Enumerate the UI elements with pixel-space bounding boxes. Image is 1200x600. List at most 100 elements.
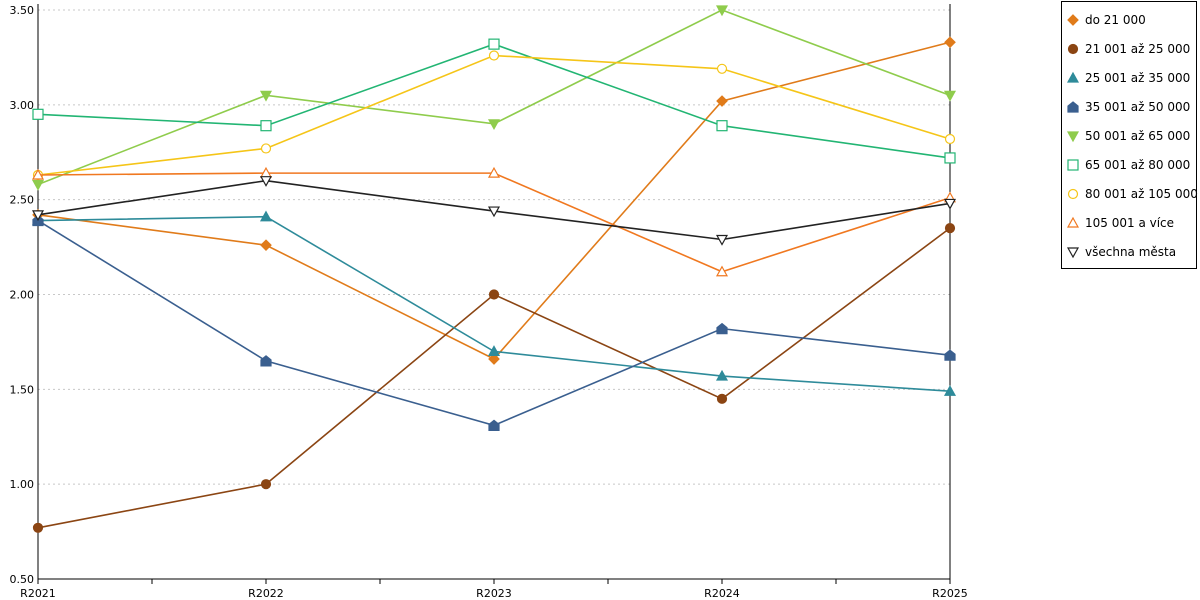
legend-item: 50 001 až 65 000 bbox=[1066, 126, 1190, 146]
marker-triangle-up bbox=[715, 265, 729, 277]
marker-triangle-down bbox=[259, 90, 273, 102]
legend-item: 25 001 až 35 000 bbox=[1066, 68, 1190, 88]
legend-marker-icon bbox=[1067, 14, 1079, 26]
marker-diamond bbox=[944, 36, 956, 49]
legend-item: do 21 000 bbox=[1066, 10, 1146, 30]
series-7 bbox=[32, 50, 956, 181]
marker-triangle-down bbox=[487, 206, 501, 218]
marker-triangle-up bbox=[1066, 71, 1080, 83]
series-line bbox=[37, 219, 951, 427]
marker-circle bbox=[488, 50, 500, 61]
legend-marker-icon bbox=[1067, 101, 1079, 113]
marker-triangle-down bbox=[31, 210, 45, 222]
marker-triangle-down bbox=[487, 119, 501, 131]
marker-triangle-down bbox=[1066, 131, 1080, 143]
marker-square bbox=[1067, 159, 1079, 171]
marker-triangle-up bbox=[487, 345, 501, 356]
x-tick-label: R2023 bbox=[476, 587, 512, 600]
legend-item: 65 001 až 80 000 bbox=[1066, 155, 1190, 175]
legend-label: 105 001 a více bbox=[1085, 216, 1175, 230]
legend-item: všechna města bbox=[1066, 242, 1176, 262]
marker-diamond bbox=[716, 95, 728, 107]
legend-item: 80 001 až 105 000 bbox=[1066, 184, 1198, 204]
legend-label: 21 001 až 25 000 bbox=[1085, 42, 1191, 56]
marker-circle bbox=[1067, 188, 1079, 200]
marker-diamond bbox=[1067, 14, 1079, 26]
marker-triangle-down bbox=[31, 179, 45, 191]
marker-triangle-down bbox=[715, 234, 729, 246]
y-tick-label: 1.00 bbox=[10, 478, 35, 491]
legend-marker-icon bbox=[1067, 43, 1079, 55]
marker-square bbox=[260, 120, 272, 132]
marker-square bbox=[944, 152, 956, 164]
marker-square bbox=[32, 108, 44, 120]
x-tick-label: R2024 bbox=[704, 587, 740, 600]
marker-pentagon bbox=[488, 419, 500, 431]
marker-triangle-down bbox=[1066, 247, 1080, 259]
legend-label: 80 001 až 105 000 bbox=[1085, 187, 1198, 201]
chart-legend: do 21 000 21 001 až 25 000 25 001 až 35 00… bbox=[1061, 1, 1198, 269]
marker-pentagon bbox=[1067, 101, 1079, 113]
series-9 bbox=[31, 176, 957, 246]
marker-circle bbox=[716, 63, 728, 74]
marker-circle bbox=[260, 479, 272, 490]
series-5 bbox=[31, 5, 957, 191]
legend-label: 25 001 až 35 000 bbox=[1085, 71, 1191, 85]
legend-label: do 21 000 bbox=[1085, 13, 1146, 27]
marker-triangle-up bbox=[259, 210, 273, 222]
series-line bbox=[37, 41, 951, 360]
marker-triangle-up bbox=[487, 166, 501, 178]
marker-triangle-down bbox=[259, 176, 273, 187]
series-6 bbox=[32, 38, 956, 164]
legend-marker-icon bbox=[1066, 247, 1080, 259]
legend-marker-icon bbox=[1066, 131, 1080, 143]
legend-label: všechna města bbox=[1085, 245, 1177, 259]
y-tick-label: 3.50 bbox=[10, 4, 35, 17]
marker-triangle-down bbox=[715, 5, 729, 17]
x-tick-label: R2022 bbox=[248, 587, 284, 600]
marker-square bbox=[716, 120, 728, 132]
marker-triangle-up bbox=[943, 384, 957, 396]
legend-item: 35 001 až 50 000 bbox=[1066, 97, 1190, 117]
series-line bbox=[37, 43, 951, 159]
y-tick-label: 2.50 bbox=[10, 194, 35, 207]
marker-pentagon bbox=[716, 322, 728, 335]
marker-triangle-up bbox=[715, 369, 729, 381]
legend-marker-icon bbox=[1067, 188, 1079, 200]
marker-pentagon bbox=[260, 355, 272, 367]
series-1 bbox=[32, 36, 956, 365]
y-tick-label: 0.50 bbox=[10, 573, 35, 586]
x-tick-label: R2025 bbox=[932, 587, 968, 600]
series-line bbox=[37, 54, 951, 176]
series-2 bbox=[32, 223, 956, 533]
legend-label: 65 001 až 80 000 bbox=[1085, 158, 1191, 172]
y-tick-label: 2.00 bbox=[10, 289, 35, 302]
legend-item: 105 001 a více bbox=[1066, 213, 1174, 233]
legend-marker-icon bbox=[1066, 216, 1080, 228]
marker-pentagon bbox=[944, 349, 956, 361]
marker-circle bbox=[32, 522, 44, 533]
marker-triangle-up bbox=[1066, 216, 1080, 228]
marker-circle bbox=[944, 223, 956, 234]
series-8 bbox=[31, 166, 957, 277]
marker-circle bbox=[716, 393, 728, 404]
legend-item: 21 001 až 25 000 bbox=[1066, 39, 1190, 59]
marker-triangle-up bbox=[31, 168, 45, 180]
legend-label: 50 001 až 65 000 bbox=[1085, 129, 1191, 143]
legend-marker-icon bbox=[1067, 159, 1079, 171]
series-4 bbox=[32, 214, 956, 431]
marker-square bbox=[488, 38, 500, 50]
series-line bbox=[37, 227, 951, 529]
marker-triangle-down bbox=[943, 198, 957, 210]
marker-circle bbox=[944, 133, 956, 145]
legend-marker-icon bbox=[1066, 71, 1080, 83]
y-tick-label: 3.00 bbox=[10, 99, 35, 112]
marker-triangle-down bbox=[943, 90, 957, 102]
legend-label: 35 001 až 50 000 bbox=[1085, 100, 1191, 114]
marker-circle bbox=[488, 289, 500, 300]
x-tick-label: R2021 bbox=[20, 587, 56, 600]
marker-circle bbox=[260, 143, 272, 154]
y-tick-label: 1.50 bbox=[10, 383, 35, 396]
series-line bbox=[37, 172, 951, 273]
